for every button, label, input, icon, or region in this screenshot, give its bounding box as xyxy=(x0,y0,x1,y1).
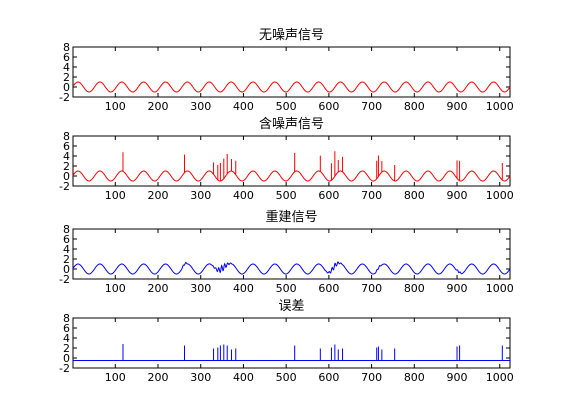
y-tick-label: -2 xyxy=(59,180,70,193)
x-tick-label: 1000 xyxy=(486,189,514,202)
axes-box xyxy=(72,135,511,187)
y-tick-label: 8 xyxy=(63,41,70,54)
x-tick-label: 700 xyxy=(361,189,382,202)
y-tick-label: 2 xyxy=(63,342,70,355)
x-tick-label: 900 xyxy=(447,282,468,295)
subplot-1: 无噪声信号 100 200 300 400 500 600 700 800 900 1000 -202… xyxy=(59,28,514,113)
subplot-3: 重建信号 100 200 300 400 500 600 700 800 900 1000 -2024… xyxy=(59,209,514,295)
y-tick-label: 8 xyxy=(63,312,70,325)
x-tick-label: 1000 xyxy=(486,371,514,384)
y-tick-label: 8 xyxy=(63,223,70,236)
y-tick-label: 6 xyxy=(63,322,70,335)
x-tick-label: 500 xyxy=(276,282,297,295)
y-tick-label: 2 xyxy=(63,160,70,173)
x-tick-label: 300 xyxy=(190,189,211,202)
x-tick-label: 600 xyxy=(318,189,339,202)
series-line-1 xyxy=(72,81,511,93)
series-line-1 xyxy=(72,261,511,275)
y-tick-label: -2 xyxy=(59,273,70,286)
x-tick-label: 500 xyxy=(276,371,297,384)
y-tick-label: -2 xyxy=(59,91,70,104)
x-tick-label: 600 xyxy=(318,100,339,113)
y-tick-label: 0 xyxy=(63,81,70,94)
x-tick-label: 200 xyxy=(148,371,169,384)
y-tick-label: 2 xyxy=(63,253,70,266)
subplot-title: 含噪声信号 xyxy=(259,116,324,132)
y-tick-label: 4 xyxy=(63,150,70,163)
x-tick-label: 200 xyxy=(148,100,169,113)
y-tick-label: 0 xyxy=(63,352,70,365)
x-tick-label: 600 xyxy=(318,282,339,295)
subplot-2: 含噪声信号 100 200 300 400 500 600 700 800 900 1000 -202… xyxy=(59,116,514,202)
x-tick-label: 100 xyxy=(105,282,126,295)
y-tick-label: 8 xyxy=(63,130,70,143)
axes-box xyxy=(72,317,511,369)
x-tick-label: 1000 xyxy=(486,100,514,113)
axes-box xyxy=(72,228,511,280)
subplot-title: 无噪声信号 xyxy=(259,28,324,43)
axes-box xyxy=(72,46,511,98)
subplot-title: 误差 xyxy=(278,299,304,314)
y-tick-label: 4 xyxy=(63,61,70,74)
y-tick-label: 4 xyxy=(63,332,70,345)
x-tick-label: 700 xyxy=(361,282,382,295)
x-tick-label: 800 xyxy=(404,282,425,295)
x-tick-label: 200 xyxy=(148,282,169,295)
y-tick-label: 2 xyxy=(63,71,70,84)
x-tick-label: 400 xyxy=(233,189,254,202)
x-tick-label: 300 xyxy=(190,100,211,113)
y-tick-label: 4 xyxy=(63,243,70,256)
series-line-1 xyxy=(72,151,511,182)
y-tick-label: 0 xyxy=(63,263,70,276)
x-tick-label: 100 xyxy=(105,100,126,113)
x-tick-label: 700 xyxy=(361,371,382,384)
y-tick-label: -2 xyxy=(59,362,70,375)
y-tick-label: 0 xyxy=(63,170,70,183)
x-tick-label: 300 xyxy=(190,282,211,295)
x-tick-label: 900 xyxy=(447,189,468,202)
x-tick-label: 800 xyxy=(404,100,425,113)
x-tick-label: 800 xyxy=(404,189,425,202)
x-tick-label: 700 xyxy=(361,100,382,113)
x-tick-label: 800 xyxy=(404,371,425,384)
y-tick-label: 6 xyxy=(63,233,70,246)
x-tick-label: 300 xyxy=(190,371,211,384)
x-tick-label: 200 xyxy=(148,189,169,202)
x-tick-label: 400 xyxy=(233,282,254,295)
series-line-1 xyxy=(73,344,510,361)
x-tick-label: 400 xyxy=(233,371,254,384)
subplot-title: 重建信号 xyxy=(265,209,317,225)
x-tick-label: 500 xyxy=(276,189,297,202)
y-tick-label: 6 xyxy=(63,51,70,64)
x-tick-label: 900 xyxy=(447,371,468,384)
x-tick-label: 1000 xyxy=(486,282,514,295)
x-tick-label: 500 xyxy=(276,100,297,113)
x-tick-label: 900 xyxy=(447,100,468,113)
x-tick-label: 400 xyxy=(233,100,254,113)
x-tick-label: 100 xyxy=(105,371,126,384)
x-tick-label: 600 xyxy=(318,371,339,384)
y-tick-label: 6 xyxy=(63,140,70,153)
x-tick-label: 100 xyxy=(105,189,126,202)
